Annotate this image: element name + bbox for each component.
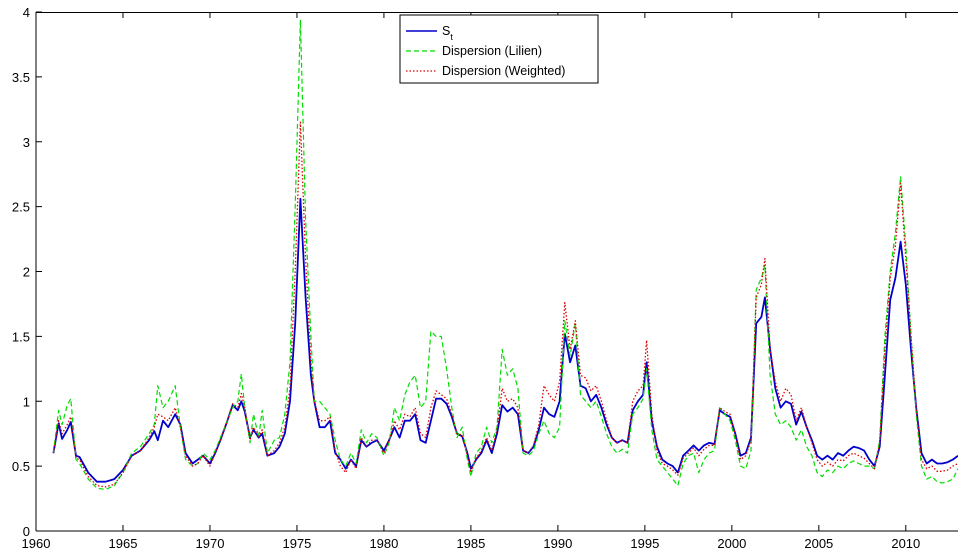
series-line-weighted: [52, 121, 958, 488]
legend-label-st-main: S: [442, 24, 450, 38]
x-tick-label: 1975: [282, 536, 311, 551]
y-tick-label: 2.5: [12, 200, 30, 215]
x-tick-label: 1980: [369, 536, 398, 551]
y-tick-label: 3.5: [12, 70, 30, 85]
y-tick-label: 1: [23, 394, 30, 409]
axes-layer: 1960 1965 1970 1975 1980 1985 1990 1995 2000 2005…: [12, 5, 958, 551]
legend-box: [399, 14, 599, 84]
series-layer: [52, 19, 958, 491]
x-tick-label: 2000: [717, 536, 746, 551]
x-tick-label: 2010: [891, 536, 920, 551]
legend: St Dispersion (Lilien) Dispersion (Weigh…: [399, 14, 599, 84]
y-tick-label: 1.5: [12, 329, 30, 344]
legend-label-weighted: Dispersion (Weighted): [442, 64, 565, 78]
x-tick-label: 2005: [804, 536, 833, 551]
y-tick-label: 4: [23, 5, 30, 20]
x-tick-label: 1970: [196, 536, 225, 551]
series-line-lilien: [52, 19, 958, 491]
x-tick-label: 1965: [109, 536, 138, 551]
y-tick-label: 0.5: [12, 459, 30, 474]
legend-label-st-subscript: t: [450, 32, 453, 42]
x-tick-label: 1960: [22, 536, 51, 551]
legend-label-lilien: Dispersion (Lilien): [442, 44, 542, 58]
plot-background: [36, 12, 958, 531]
y-tick-label: 0: [23, 524, 30, 539]
y-tick-label: 2: [23, 265, 30, 280]
x-tick-label: 1995: [630, 536, 659, 551]
legend-label-st: St: [442, 24, 453, 42]
x-tick-label: 1985: [456, 536, 485, 551]
x-tick-label: 1990: [543, 536, 572, 551]
y-tick-label: 3: [23, 135, 30, 150]
